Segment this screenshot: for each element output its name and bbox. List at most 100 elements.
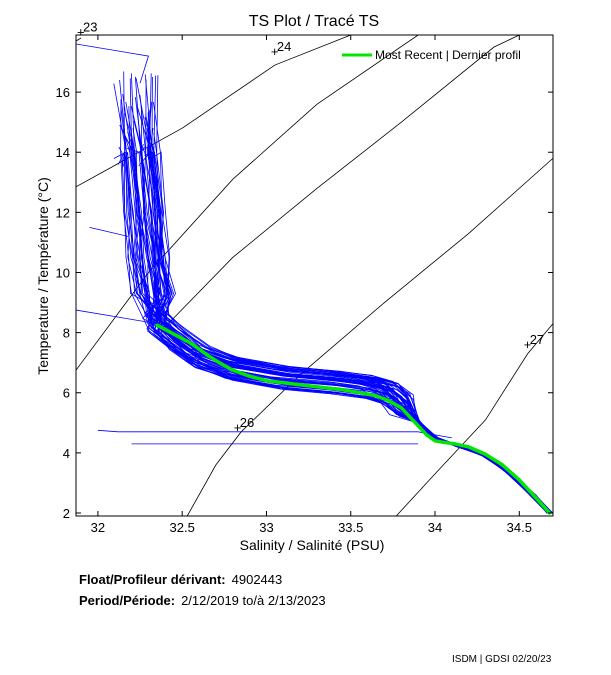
isoline-marker: + xyxy=(234,420,242,435)
float-profile-line xyxy=(153,101,553,514)
float-profile-line xyxy=(129,78,552,514)
float-label: Float/Profileur dérivant: xyxy=(79,572,226,587)
most-recent-point xyxy=(416,424,420,428)
most-recent-point xyxy=(340,388,344,392)
most-recent-point xyxy=(374,394,378,398)
float-profile-line xyxy=(123,71,553,514)
float-value: 4902443 xyxy=(231,572,283,587)
y-tick-label: 8 xyxy=(63,326,70,341)
float-profile-line xyxy=(156,75,551,514)
most-recent-point xyxy=(467,445,471,449)
y-axis-label: Temperature / Température (°C) xyxy=(35,177,51,375)
isoline-marker: + xyxy=(77,25,85,40)
float-profile-line xyxy=(145,114,551,514)
isoline-label: 26 xyxy=(240,415,254,430)
float-profile-line xyxy=(119,79,552,514)
float-profile-outlier xyxy=(97,429,452,439)
most-recent-point xyxy=(231,368,235,372)
float-profile-line xyxy=(145,79,547,514)
most-recent-point xyxy=(205,353,210,357)
most-recent-point xyxy=(248,374,252,378)
plot-frame xyxy=(75,34,554,517)
float-profile-line xyxy=(130,106,548,514)
float-profile-line xyxy=(135,76,548,514)
float-profile-line xyxy=(142,116,552,514)
most-recent-point xyxy=(264,379,269,383)
most-recent-point xyxy=(441,440,445,444)
density-isoline-sigma-27 xyxy=(395,323,553,516)
most-recent-point xyxy=(290,382,294,386)
most-recent-point xyxy=(155,323,159,327)
isoline-label: 27 xyxy=(530,332,544,347)
density-isoline-sigma-25 xyxy=(76,35,419,371)
float-profile-outlier xyxy=(89,227,129,237)
float-profile-line xyxy=(146,101,553,514)
most-recent-point xyxy=(517,478,521,482)
isoline-marker: + xyxy=(271,44,279,59)
density-isoline-sigma-25b xyxy=(165,35,520,327)
float-profile-line xyxy=(139,95,549,514)
most-recent-point xyxy=(217,361,221,365)
most-recent-point xyxy=(399,406,403,410)
isoline-label: 23 xyxy=(83,20,97,35)
most-recent-point xyxy=(453,442,457,446)
most-recent-point xyxy=(172,332,176,336)
float-profile-line xyxy=(147,125,553,514)
float-profile-line xyxy=(147,112,548,514)
y-tick-label: 14 xyxy=(56,145,70,160)
float-profile-line xyxy=(122,94,551,514)
x-tick-label: 33.5 xyxy=(338,520,363,535)
density-isoline-sigma-24 xyxy=(76,35,351,188)
period-label: Period/Période: xyxy=(79,593,176,608)
float-profile-line xyxy=(144,74,548,514)
most-recent-point xyxy=(500,463,504,467)
y-tick-label: 4 xyxy=(63,446,70,461)
x-tick-label: 34 xyxy=(428,520,442,535)
float-profile-line xyxy=(125,101,548,514)
float-profile-line xyxy=(149,73,553,514)
float-profile-outlier xyxy=(76,309,157,324)
float-profile-line xyxy=(147,110,553,514)
y-tick-label: 6 xyxy=(63,386,70,401)
most-recent-point xyxy=(357,391,361,395)
legend: Most Recent | Dernier profil xyxy=(342,48,521,62)
float-profile-outlier xyxy=(76,43,149,84)
float-profile-line xyxy=(133,120,552,514)
float-profile-line xyxy=(151,76,552,514)
y-tick-label: 2 xyxy=(63,506,70,521)
chart-title: TS Plot / Tracé TS xyxy=(249,13,379,30)
float-info: Float/Profileur dérivant: 4902443 xyxy=(79,572,282,587)
x-tick-label: 33 xyxy=(259,520,273,535)
float-profile-line xyxy=(131,73,552,514)
x-tick-label: 32.5 xyxy=(170,520,195,535)
most-recent-point xyxy=(534,496,538,500)
most-recent-point xyxy=(433,439,437,443)
x-tick-label: 32 xyxy=(91,520,105,535)
most-recent-point xyxy=(425,433,429,437)
footer-credit: ISDM | GDSI 02/20/23 xyxy=(452,654,552,665)
most-recent-point xyxy=(484,452,488,456)
most-recent-point xyxy=(408,415,412,419)
y-tick-label: 16 xyxy=(56,85,70,100)
most-recent-point xyxy=(189,341,193,345)
most-recent-point xyxy=(315,385,319,389)
most-recent-point xyxy=(386,398,390,402)
float-profile-line xyxy=(149,127,553,514)
float-profile-line xyxy=(135,97,551,514)
float-profile-line xyxy=(153,75,549,514)
isoline-label: 24 xyxy=(277,39,291,54)
isoline-marker: + xyxy=(524,337,532,352)
period-info: Period/Période: 2/12/2019 to/à 2/13/2023 xyxy=(79,593,326,608)
y-tick-label: 10 xyxy=(56,265,70,280)
float-profile-line xyxy=(141,108,548,514)
x-axis-label: Salinity / Salinité (PSU) xyxy=(240,537,385,553)
y-tick-label: 12 xyxy=(56,205,70,220)
legend-label-most-recent: Most Recent | Dernier profil xyxy=(375,48,521,62)
float-profile-line xyxy=(135,78,548,514)
float-profile-line xyxy=(120,106,551,514)
x-tick-label: 34.5 xyxy=(507,520,532,535)
density-isoline-sigma-23 xyxy=(76,37,82,42)
period-value: 2/12/2019 to/à 2/13/2023 xyxy=(181,593,326,608)
float-profile-line xyxy=(113,83,549,514)
